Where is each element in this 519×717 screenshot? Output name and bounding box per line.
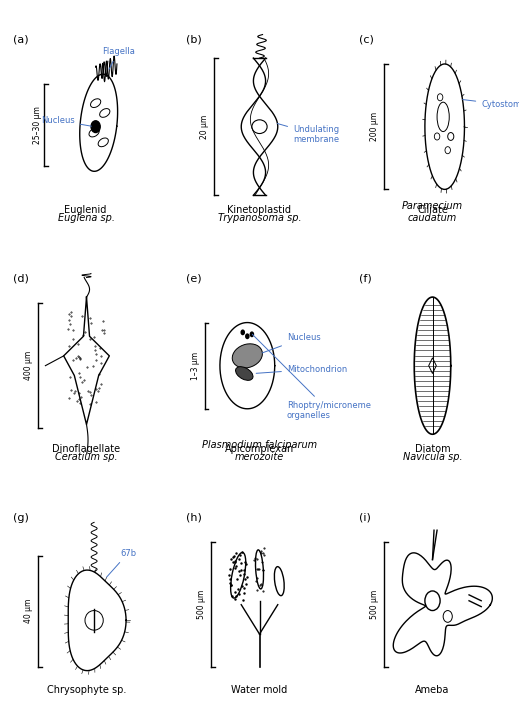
Circle shape [91,120,100,133]
Text: Dinoflagellate: Dinoflagellate [52,444,120,454]
Text: Mitochondrion: Mitochondrion [256,364,347,374]
Text: Rhoptry/microneme
organelles: Rhoptry/microneme organelles [252,334,371,420]
Text: (g): (g) [13,513,29,523]
Text: 400 μm: 400 μm [24,351,33,380]
Text: Ceratium sp.: Ceratium sp. [55,452,118,462]
Text: Diatom: Diatom [415,444,450,454]
Text: Apicomplexan: Apicomplexan [225,444,294,454]
Text: 20 μm: 20 μm [200,115,209,139]
Text: Ciliate: Ciliate [417,205,448,215]
Text: (f): (f) [360,274,372,283]
Text: Kinetoplastid: Kinetoplastid [227,205,292,215]
Text: 40 μm: 40 μm [24,599,33,623]
Polygon shape [429,358,436,374]
Text: 500 μm: 500 μm [197,590,206,619]
Circle shape [250,331,254,337]
Text: Ameba: Ameba [415,685,449,695]
Text: 25–30 μm: 25–30 μm [33,106,42,143]
Text: Trypanosoma sp.: Trypanosoma sp. [217,213,302,223]
Text: Euglena sp.: Euglena sp. [58,213,115,223]
Text: (h): (h) [186,513,202,523]
Text: Nucleus: Nucleus [41,115,91,126]
Text: Chrysophyte sp.: Chrysophyte sp. [47,685,126,695]
Text: (b): (b) [186,34,202,44]
Text: 67b: 67b [106,549,136,577]
Text: Nucleus: Nucleus [262,333,321,353]
Circle shape [240,329,245,336]
Text: (e): (e) [186,274,202,283]
Text: (c): (c) [360,34,374,44]
Text: (a): (a) [13,34,29,44]
Text: Undulating
membrane: Undulating membrane [277,123,339,144]
Ellipse shape [232,343,263,368]
Text: (i): (i) [360,513,371,523]
Text: 500 μm: 500 μm [370,590,379,619]
Text: Navicula sp.: Navicula sp. [403,452,462,462]
Circle shape [245,333,250,339]
Text: Paramecium
caudatum: Paramecium caudatum [402,201,463,223]
Text: (d): (d) [13,274,29,283]
Text: 1–3 μm: 1–3 μm [191,351,200,380]
Ellipse shape [236,366,253,380]
Text: Cytostome: Cytostome [462,100,519,109]
Text: Plasmodium falciparum
merozoite: Plasmodium falciparum merozoite [202,440,317,462]
Text: Water mold: Water mold [231,685,288,695]
Text: 200 μm: 200 μm [370,112,379,141]
Text: Euglenid: Euglenid [64,205,110,215]
Text: Flagella: Flagella [102,47,134,70]
